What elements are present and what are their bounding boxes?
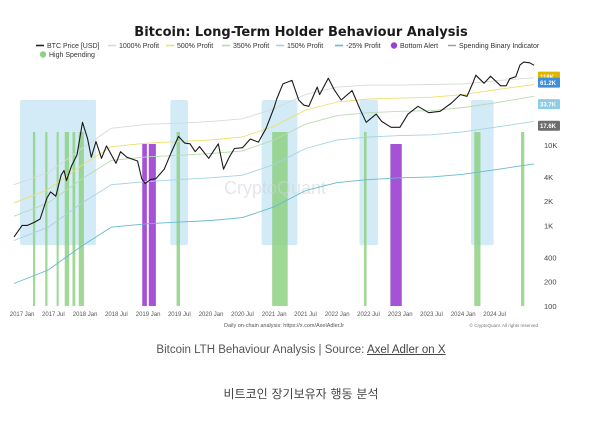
- x-tick-label: 2021 Jan: [262, 312, 287, 318]
- chart-title: Bitcoin: Long-Term Holder Behaviour Anal…: [134, 25, 468, 40]
- legend-label: Bottom Alert: [400, 43, 438, 50]
- high-spending-bar: [176, 132, 181, 306]
- x-tick-label: 2017 Jan: [10, 312, 35, 318]
- y-tick-label: 200: [544, 278, 557, 287]
- figure-caption: Bitcoin LTH Behaviour Analysis | Source:…: [0, 344, 602, 356]
- x-tick-label: 2024 Jul: [483, 312, 506, 318]
- value-badge: [538, 77, 560, 88]
- series-line-2: [13, 84, 535, 204]
- x-tick-label: 2021 Jul: [294, 312, 317, 318]
- legend-label: -25% Profit: [346, 43, 381, 50]
- high-spending-bar: [78, 132, 84, 306]
- footer-copyright: © CryptoQuant. All rights reserved: [470, 322, 539, 328]
- legend-swatch: [390, 42, 398, 49]
- high-spending-bar: [45, 132, 48, 306]
- x-tick-label: 2022 Jan: [325, 312, 350, 318]
- chart: Bitcoin: Long-Term Holder Behaviour Anal…: [10, 25, 560, 329]
- legend-label: 1000% Profit: [119, 43, 159, 50]
- value-badge: [538, 120, 560, 131]
- series-lines: [13, 61, 535, 284]
- value-badge-text: 61.2K: [540, 81, 557, 87]
- high-spending-bar: [363, 132, 367, 306]
- legend-label: High Spending: [49, 52, 95, 59]
- highlight-zones: [20, 100, 494, 246]
- caption-prefix: Bitcoin LTH Behaviour Analysis | Source:: [156, 344, 367, 356]
- figure-subcaption: 비트코인 장기보유자 행동 분석: [223, 387, 379, 401]
- series-line-5: [13, 163, 535, 284]
- indicator-bars: [32, 132, 525, 306]
- legend-label: 500% Profit: [177, 43, 213, 50]
- chart-footer: Daily on-chain analysis: https://x.com/A…: [224, 322, 538, 329]
- watermark: CryptoQuant: [224, 178, 326, 198]
- y-tick-label: 10K: [544, 141, 557, 150]
- bottom-alert-bar: [148, 144, 156, 306]
- value-badge-text: 33.7K: [540, 102, 557, 108]
- highlight-zone: [359, 100, 378, 246]
- x-tick-label: 2018 Jul: [105, 312, 128, 318]
- high-spending-bar: [64, 132, 70, 306]
- series-line-4: [13, 120, 535, 241]
- y-tick-label: 400: [544, 253, 557, 262]
- high-spending-bar: [32, 132, 36, 306]
- legend-label: BTC Price [USD]: [47, 43, 100, 50]
- y-axis: 10K 4K 2K 1K 400 200 100: [544, 141, 557, 311]
- x-axis: 2017 Jan 2017 Jul 2018 Jan 2018 Jul 2019 Jan…: [10, 312, 506, 318]
- x-tick-label: 2020 Jan: [199, 312, 224, 318]
- x-tick-label: 2023 Jan: [388, 312, 413, 318]
- x-tick-label: 2023 Jul: [420, 312, 443, 318]
- y-tick-label: 1K: [544, 221, 553, 230]
- x-tick-label: 2024 Jan: [451, 312, 476, 318]
- footer-note: Daily on-chain analysis: https://x.com/A…: [224, 323, 344, 329]
- bottom-alert-bar: [390, 144, 402, 306]
- x-tick-label: 2022 Jul: [357, 312, 380, 318]
- value-badge: [538, 99, 560, 110]
- x-tick-label: 2017 Jul: [42, 312, 65, 318]
- series-line-btc-price: [13, 61, 535, 238]
- bottom-alert-bar: [142, 144, 147, 306]
- y-tick-label: 100: [544, 302, 557, 311]
- x-tick-label: 2018 Jan: [73, 312, 98, 318]
- high-spending-bar: [72, 132, 76, 306]
- high-spending-bar: [521, 132, 525, 306]
- y-tick-label: 2K: [544, 197, 553, 206]
- legend-label: Spending Binary Indicator: [459, 43, 540, 50]
- value-badge-text: 17.6K: [540, 124, 557, 130]
- high-spending-bar: [56, 132, 59, 306]
- x-tick-label: 2019 Jul: [168, 312, 191, 318]
- legend-label: 150% Profit: [287, 43, 323, 50]
- high-spending-bar: [474, 132, 481, 306]
- x-tick-label: 2019 Jan: [136, 312, 161, 318]
- x-tick-label: 2020 Jul: [231, 312, 254, 318]
- y-tick-label: 4K: [544, 173, 553, 182]
- legend: BTC Price [USD] 1000% Profit 500% Profit 35…: [36, 42, 540, 59]
- source-link[interactable]: Axel Adler on X: [366, 344, 446, 356]
- legend-swatch: [39, 51, 47, 58]
- watermark-text: CryptoQuant: [224, 178, 326, 198]
- legend-label: 350% Profit: [233, 43, 269, 50]
- high-spending-bar: [272, 132, 288, 306]
